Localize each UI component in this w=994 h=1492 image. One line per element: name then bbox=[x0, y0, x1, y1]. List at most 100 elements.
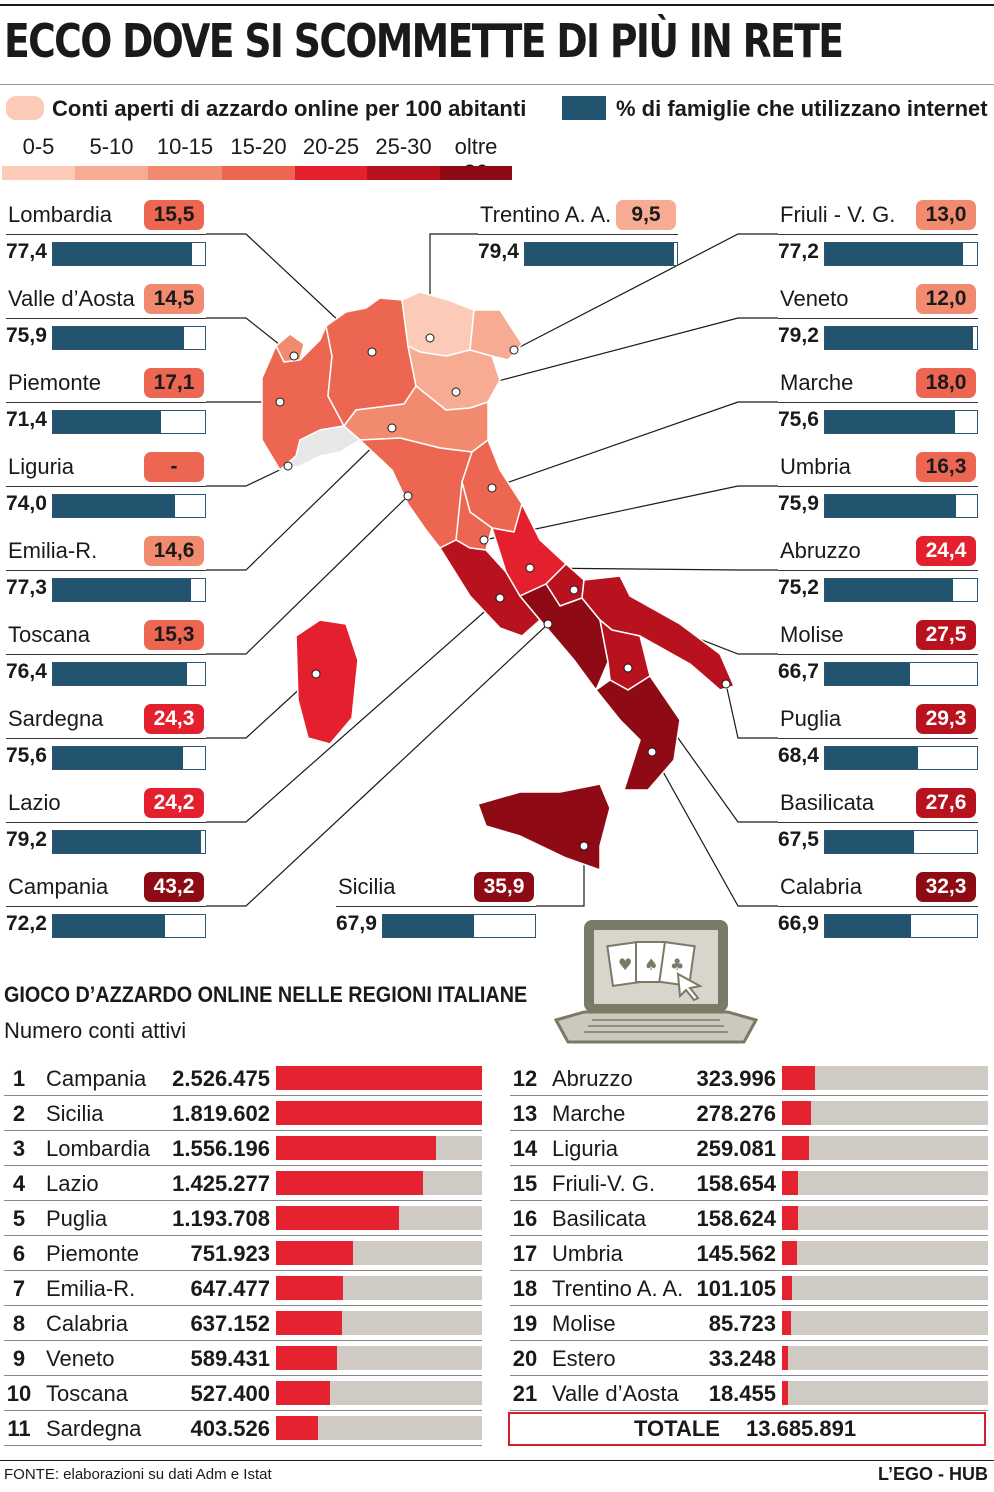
internet-bar bbox=[824, 578, 978, 602]
accounts-legend-label: Conti aperti di azzardo online per 100 a… bbox=[52, 96, 527, 121]
leader-line-sardegna bbox=[206, 673, 317, 739]
accounts-badge: 24,2 bbox=[144, 788, 204, 818]
internet-bar bbox=[824, 662, 978, 686]
rank-bar-track bbox=[276, 1101, 482, 1125]
callout-rule bbox=[778, 570, 978, 571]
ranking-row: 20 Estero 33.248 bbox=[510, 1340, 988, 1376]
ranking-row: 8 Calabria 637.152 bbox=[4, 1305, 482, 1341]
rank-number: 13 bbox=[512, 1101, 538, 1126]
total-label: TOTALE bbox=[634, 1416, 720, 1441]
internet-value: 77,4 bbox=[6, 240, 47, 263]
region-shape-friuli bbox=[469, 309, 523, 361]
rank-number: 16 bbox=[512, 1206, 538, 1231]
rank-bar-fill bbox=[276, 1311, 342, 1335]
region-name: Sardegna bbox=[8, 706, 104, 731]
total-box: TOTALE 13.685.891 bbox=[508, 1412, 986, 1446]
leader-line-lazio bbox=[206, 597, 501, 823]
leader-line-marche bbox=[491, 401, 778, 489]
top-rule bbox=[0, 4, 994, 6]
ranking-row: 2 Sicilia 1.819.602 bbox=[4, 1095, 482, 1131]
ranking-row: 1 Campania 2.526.475 bbox=[4, 1060, 482, 1096]
region-callout-calabria: Calabria 32,3 66,9 bbox=[778, 870, 978, 946]
rank-value: 2.526.475 bbox=[172, 1066, 270, 1091]
internet-bar-fill bbox=[525, 243, 674, 265]
rank-bar-track bbox=[276, 1066, 482, 1090]
internet-bar bbox=[52, 746, 206, 770]
scale-swatch-3 bbox=[222, 166, 295, 180]
scale-label-0: 0-5 bbox=[22, 134, 55, 159]
region-name: Lazio bbox=[8, 790, 61, 815]
leader-line-umbria bbox=[483, 485, 778, 541]
ranking-row: 9 Veneto 589.431 bbox=[4, 1340, 482, 1376]
internet-value: 67,9 bbox=[336, 912, 377, 935]
internet-value: 68,4 bbox=[778, 744, 819, 767]
callout-rule bbox=[6, 822, 206, 823]
leader-line-liguria bbox=[206, 465, 289, 487]
internet-bar bbox=[52, 662, 206, 686]
rank-bar-fill bbox=[276, 1136, 437, 1160]
rank-bar-fill bbox=[782, 1136, 809, 1160]
rank-bar-track bbox=[782, 1346, 988, 1370]
anchor-dot-piemonte bbox=[275, 397, 285, 407]
accounts-badge: 27,6 bbox=[916, 788, 976, 818]
internet-value: 75,6 bbox=[778, 408, 819, 431]
internet-bar bbox=[824, 410, 978, 434]
callout-rule bbox=[778, 402, 978, 403]
rank-bar-track bbox=[276, 1206, 482, 1230]
region-name: Friuli - V. G. bbox=[780, 202, 896, 227]
internet-value: 79,2 bbox=[6, 828, 47, 851]
internet-value: 79,4 bbox=[478, 240, 519, 263]
rank-value: 33.248 bbox=[708, 1346, 776, 1371]
callout-rule bbox=[778, 318, 978, 319]
ranking-row: 19 Molise 85.723 bbox=[510, 1305, 988, 1341]
region-name: Valle d’Aosta bbox=[8, 286, 135, 311]
leader-line-lombardia bbox=[206, 233, 373, 353]
rank-number: 8 bbox=[12, 1311, 26, 1336]
ranking-title: GIOCO D’AZZARDO ONLINE NELLE REGIONI ITA… bbox=[4, 982, 528, 1007]
rank-value: 85.723 bbox=[708, 1311, 776, 1336]
rank-value: 323.996 bbox=[696, 1066, 776, 1091]
rank-bar-fill bbox=[782, 1206, 799, 1230]
region-name: Veneto bbox=[780, 286, 849, 311]
rank-bar-track bbox=[276, 1241, 482, 1265]
internet-value: 75,6 bbox=[6, 744, 47, 767]
rank-bar-track bbox=[276, 1416, 482, 1440]
region-shape-toscana bbox=[359, 437, 473, 549]
ranking-row: 15 Friuli-V. G. 158.654 bbox=[510, 1165, 988, 1201]
region-callout-marche: Marche 18,0 75,6 bbox=[778, 366, 978, 442]
rank-value: 403.526 bbox=[190, 1416, 270, 1441]
internet-bar bbox=[524, 242, 678, 266]
rank-bar-track bbox=[782, 1066, 988, 1090]
rank-bar-track bbox=[276, 1381, 482, 1405]
rank-region-name: Toscana bbox=[46, 1381, 128, 1406]
ranking-subtitle: Numero conti attivi bbox=[4, 1018, 187, 1043]
region-shape-calabria bbox=[595, 675, 681, 791]
callout-rule bbox=[478, 234, 678, 235]
svg-text:♠: ♠ bbox=[644, 955, 658, 974]
accounts-badge: 15,5 bbox=[144, 200, 204, 230]
internet-bar-fill bbox=[825, 327, 973, 349]
rank-region-name: Abruzzo bbox=[552, 1066, 633, 1091]
rank-region-name: Lazio bbox=[46, 1171, 99, 1196]
scale-swatch-5 bbox=[367, 166, 440, 180]
leader-line-veneto bbox=[455, 317, 778, 393]
internet-bar-fill bbox=[53, 327, 185, 349]
rank-region-name: Umbria bbox=[552, 1241, 623, 1266]
rank-bar-fill bbox=[276, 1206, 399, 1230]
internet-bar-fill bbox=[53, 243, 192, 265]
accounts-badge: 13,0 bbox=[916, 200, 976, 230]
internet-bar-fill bbox=[53, 663, 187, 685]
accounts-badge: 15,3 bbox=[144, 620, 204, 650]
rank-bar-fill bbox=[276, 1381, 331, 1405]
region-name: Calabria bbox=[780, 874, 862, 899]
scale-swatch-2 bbox=[148, 166, 222, 180]
laptop-cards-icon: ♥ ♠ ♣ bbox=[553, 920, 758, 1044]
rank-bar-track bbox=[782, 1206, 988, 1230]
rank-bar-fill bbox=[276, 1276, 343, 1300]
region-name: Campania bbox=[8, 874, 109, 899]
rank-number: 2 bbox=[12, 1101, 26, 1126]
rank-bar-track bbox=[276, 1136, 482, 1160]
region-name: Basilicata bbox=[780, 790, 875, 815]
region-name: Piemonte bbox=[8, 370, 101, 395]
